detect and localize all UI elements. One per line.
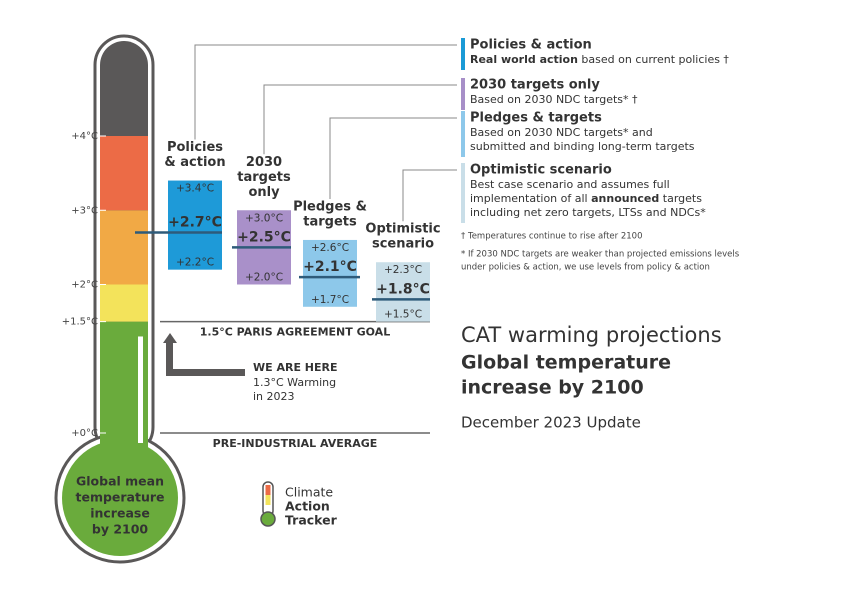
- range-box: [303, 239, 357, 307]
- legend-run: Best case scenario and assumes full: [470, 178, 670, 191]
- range-box: [376, 262, 430, 322]
- current-warming: [138, 336, 143, 443]
- legend-run: Based on 2030 NDC targets* and: [470, 126, 653, 139]
- logo-icon: [265, 485, 271, 495]
- legend-run: Based on 2030 NDC targets* †: [470, 93, 638, 106]
- legend-line: Best case scenario and assumes full: [470, 178, 670, 191]
- category-label: Pledges &: [293, 199, 367, 214]
- legend-bar: [461, 163, 465, 223]
- category-label: targets: [237, 170, 291, 185]
- legend-bar: [461, 38, 465, 70]
- reference-label: PRE-INDUSTRIAL AVERAGE: [213, 437, 378, 450]
- reference-label: 1.5°C PARIS AGREEMENT GOAL: [200, 326, 390, 339]
- bulb-text: temperature: [75, 490, 164, 505]
- central-label: +2.1°C: [303, 259, 357, 275]
- central-label: +2.5°C: [237, 229, 291, 245]
- logo-icon: [265, 495, 271, 505]
- y-tick-label: +3°C: [71, 205, 98, 216]
- legend-line: Based on 2030 NDC targets* and: [470, 126, 653, 139]
- temperature-band: [100, 210, 148, 285]
- y-tick-label: +4°C: [71, 131, 98, 142]
- legend-run: submitted and binding long-term targets: [470, 140, 695, 153]
- legend-run: announced: [591, 192, 659, 205]
- y-tick-label: +1.5°C: [62, 317, 98, 328]
- legend-run: based on current policies †: [578, 53, 729, 66]
- legend-title: 2030 targets only: [470, 78, 600, 93]
- temperature-band: [100, 284, 148, 322]
- bulb-text: by 2100: [92, 522, 149, 537]
- low-label: +1.5°C: [384, 309, 422, 321]
- high-label: +3.4°C: [176, 183, 214, 195]
- bulb-text: increase: [90, 506, 150, 521]
- category-label: only: [248, 185, 280, 200]
- legend-run: Real world action: [470, 53, 578, 66]
- heading-title: CAT warming projections: [461, 323, 722, 347]
- category-label: Optimistic: [365, 222, 440, 237]
- logo-icon: [260, 511, 276, 527]
- category-label: 2030: [246, 155, 282, 170]
- low-label: +2.2°C: [176, 257, 214, 269]
- connector: [402, 169, 457, 222]
- here-arrow: [163, 333, 245, 376]
- high-label: +2.6°C: [311, 242, 349, 254]
- central-label: +2.7°C: [168, 215, 222, 231]
- legend-bar: [461, 78, 465, 110]
- connector: [263, 84, 457, 155]
- logo-text: Climate: [285, 485, 333, 500]
- category-label: targets: [303, 214, 357, 229]
- legend-bar: [461, 111, 465, 157]
- central-label: +1.8°C: [376, 281, 430, 297]
- connector: [329, 117, 457, 199]
- footnote: * If 2030 NDC targets are weaker than pr…: [461, 250, 740, 260]
- bulb-text: Global mean: [76, 474, 164, 489]
- here-note: in 2023: [253, 390, 295, 403]
- legend-title: Policies & action: [470, 38, 592, 53]
- low-label: +1.7°C: [311, 294, 349, 306]
- legend-line: including net zero targets, LTSs and NDC…: [470, 206, 706, 219]
- legend-line: Real world action based on current polic…: [470, 53, 729, 66]
- legend-title: Pledges & targets: [470, 111, 602, 126]
- connector: [194, 44, 457, 140]
- footnote: † Temperatures continue to rise after 21…: [461, 232, 642, 242]
- legend-run: implementation of all: [470, 192, 591, 205]
- category-label: Policies: [167, 140, 223, 155]
- footnote: under policies & action, we use levels f…: [461, 263, 710, 273]
- high-label: +3.0°C: [245, 212, 283, 224]
- logo-text: Action: [285, 499, 330, 514]
- heading-subtitle: increase by 2100: [461, 377, 644, 399]
- legend-run: targets: [659, 192, 702, 205]
- temperature-band: [100, 136, 148, 211]
- legend-title: Optimistic scenario: [470, 163, 612, 178]
- low-label: +2.0°C: [245, 272, 283, 284]
- y-tick-label: +2°C: [71, 280, 98, 291]
- thermometer-bulb: [62, 440, 178, 556]
- logo-text: Tracker: [285, 513, 338, 528]
- heading-date: December 2023 Update: [461, 414, 641, 432]
- high-label: +2.3°C: [384, 264, 422, 276]
- range-box: [168, 180, 222, 270]
- here-note: 1.3°C Warming: [253, 376, 336, 389]
- category-label: scenario: [372, 237, 434, 252]
- legend-line: submitted and binding long-term targets: [470, 140, 695, 153]
- here-label: WE ARE HERE: [253, 361, 338, 374]
- heading-subtitle: Global temperature: [461, 352, 671, 374]
- legend-run: including net zero targets, LTSs and NDC…: [470, 206, 706, 219]
- legend-line: Based on 2030 NDC targets* †: [470, 93, 638, 106]
- y-tick-label: +0°C: [71, 428, 98, 439]
- category-label: & action: [164, 155, 225, 170]
- legend-line: implementation of all announced targets: [470, 192, 702, 205]
